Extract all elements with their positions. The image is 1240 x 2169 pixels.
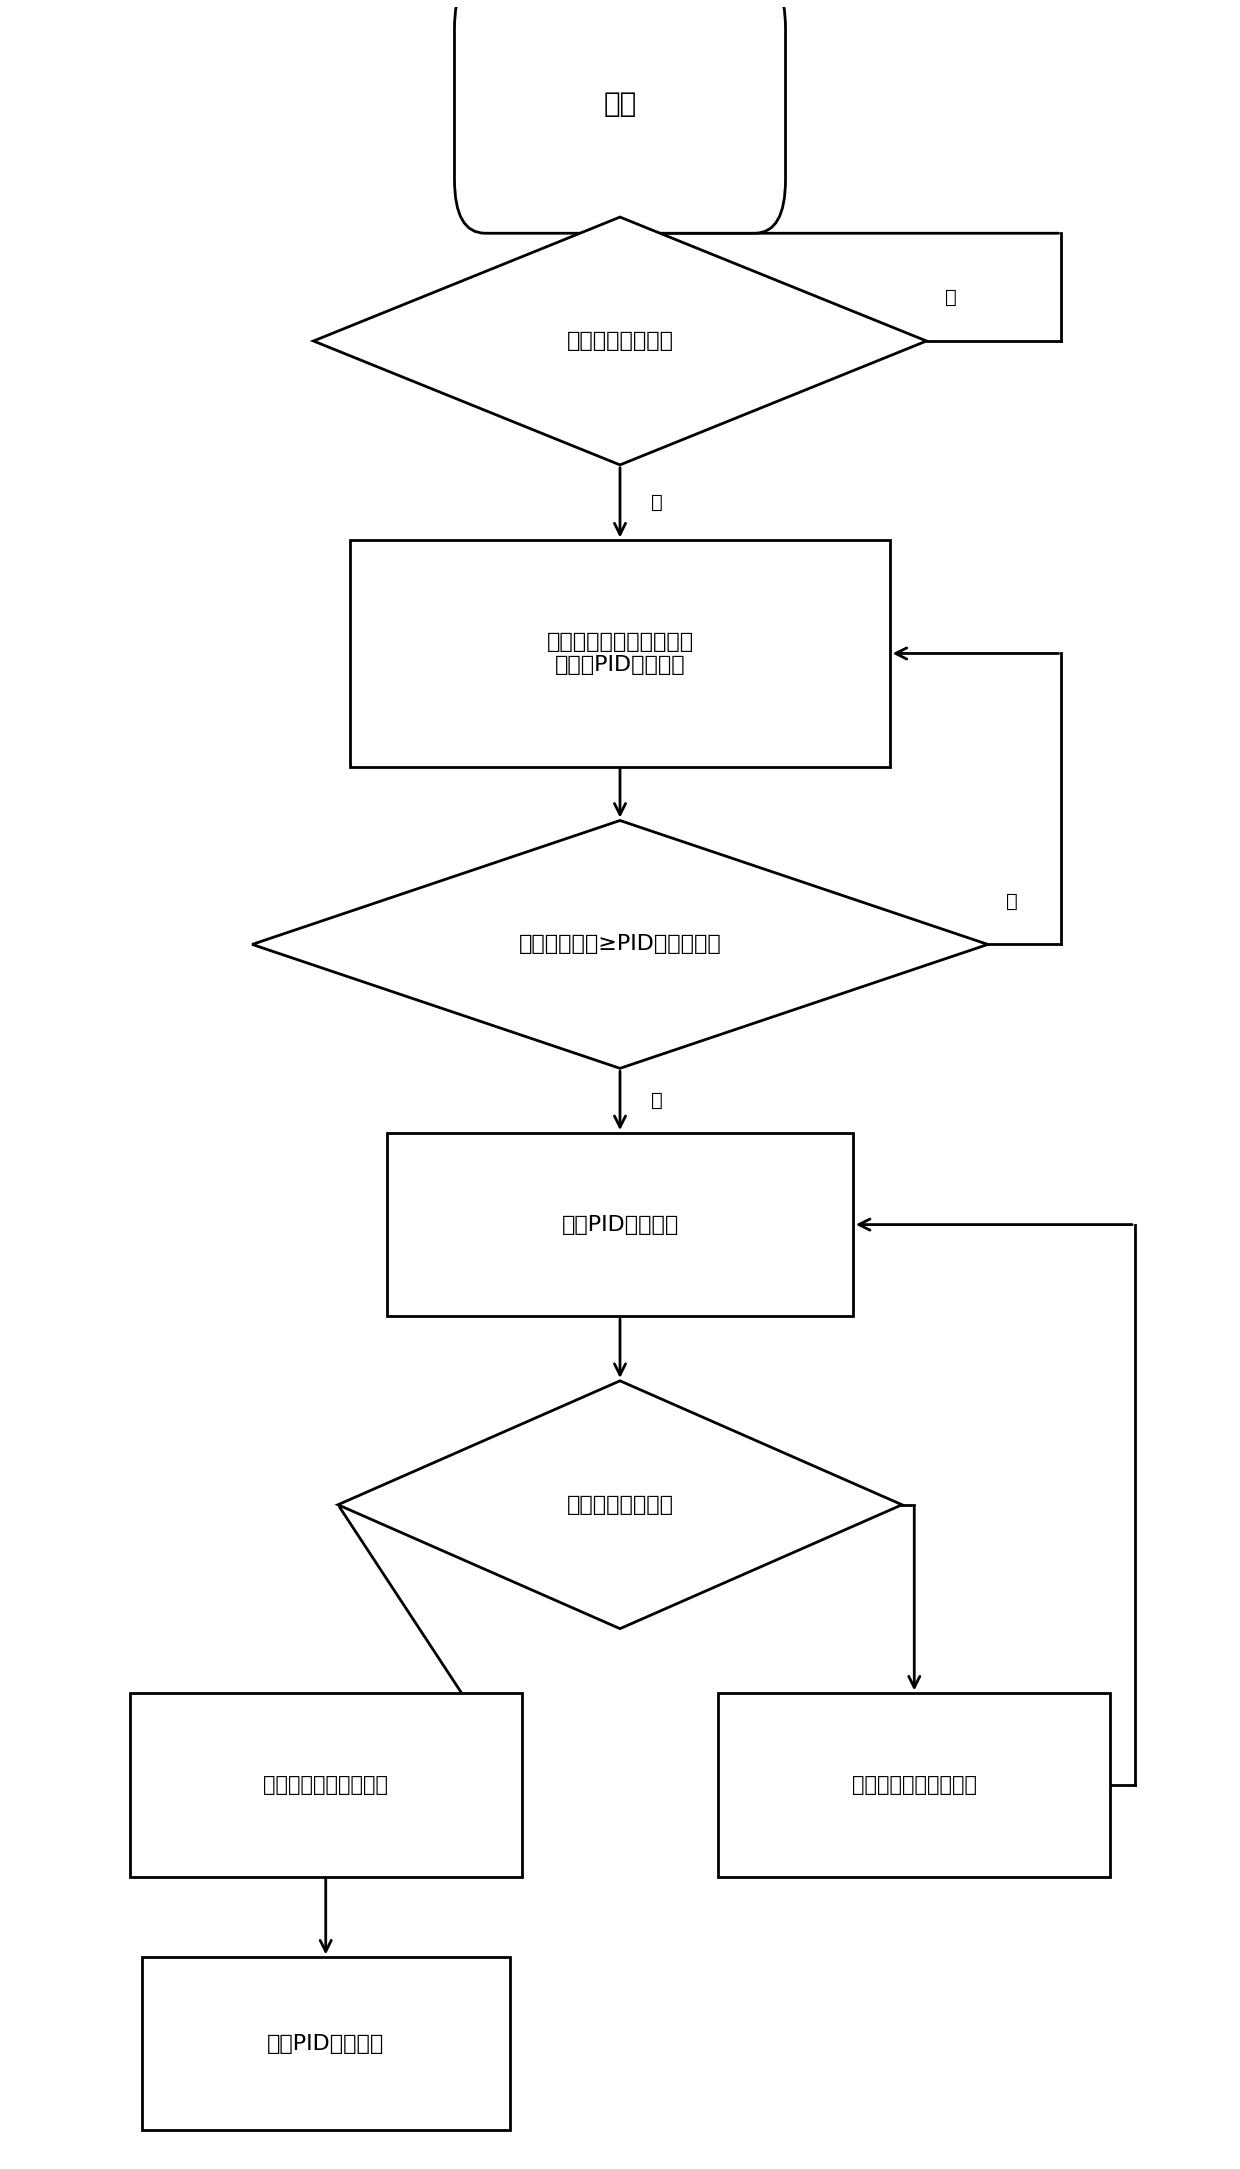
Bar [718, 1694, 1111, 1876]
FancyBboxPatch shape [455, 0, 785, 234]
Text: 是否到达焦点位置: 是否到达焦点位置 [567, 1494, 673, 1514]
Text: 下降到位信号输出无效: 下降到位信号输出无效 [852, 1774, 977, 1796]
Bar [387, 1132, 853, 1317]
Text: 下降到位信号输出有效: 下降到位信号输出有效 [263, 1774, 388, 1796]
Bar [350, 540, 890, 766]
Text: 是: 是 [651, 492, 662, 512]
Text: 开始: 开始 [604, 89, 636, 117]
Text: 是否开始运动指令: 是否开始运动指令 [567, 332, 673, 351]
Text: 执行开环运动加速下降，
并监测PID规划速度: 执行开环运动加速下降， 并监测PID规划速度 [547, 631, 693, 675]
Polygon shape [339, 1382, 901, 1629]
Polygon shape [252, 820, 988, 1069]
Text: 执行PID闭环控制: 执行PID闭环控制 [267, 2035, 384, 2054]
Text: 否: 否 [1006, 891, 1018, 911]
Bar [129, 1694, 522, 1876]
Text: 执行PID闭环控制: 执行PID闭环控制 [562, 1215, 678, 1234]
Text: 是: 是 [651, 1091, 662, 1111]
Polygon shape [314, 217, 926, 464]
Bar [141, 1956, 510, 2130]
Text: 否: 否 [945, 288, 957, 308]
Text: 开环运动速度≥PID规划速度？: 开环运动速度≥PID规划速度？ [518, 935, 722, 954]
